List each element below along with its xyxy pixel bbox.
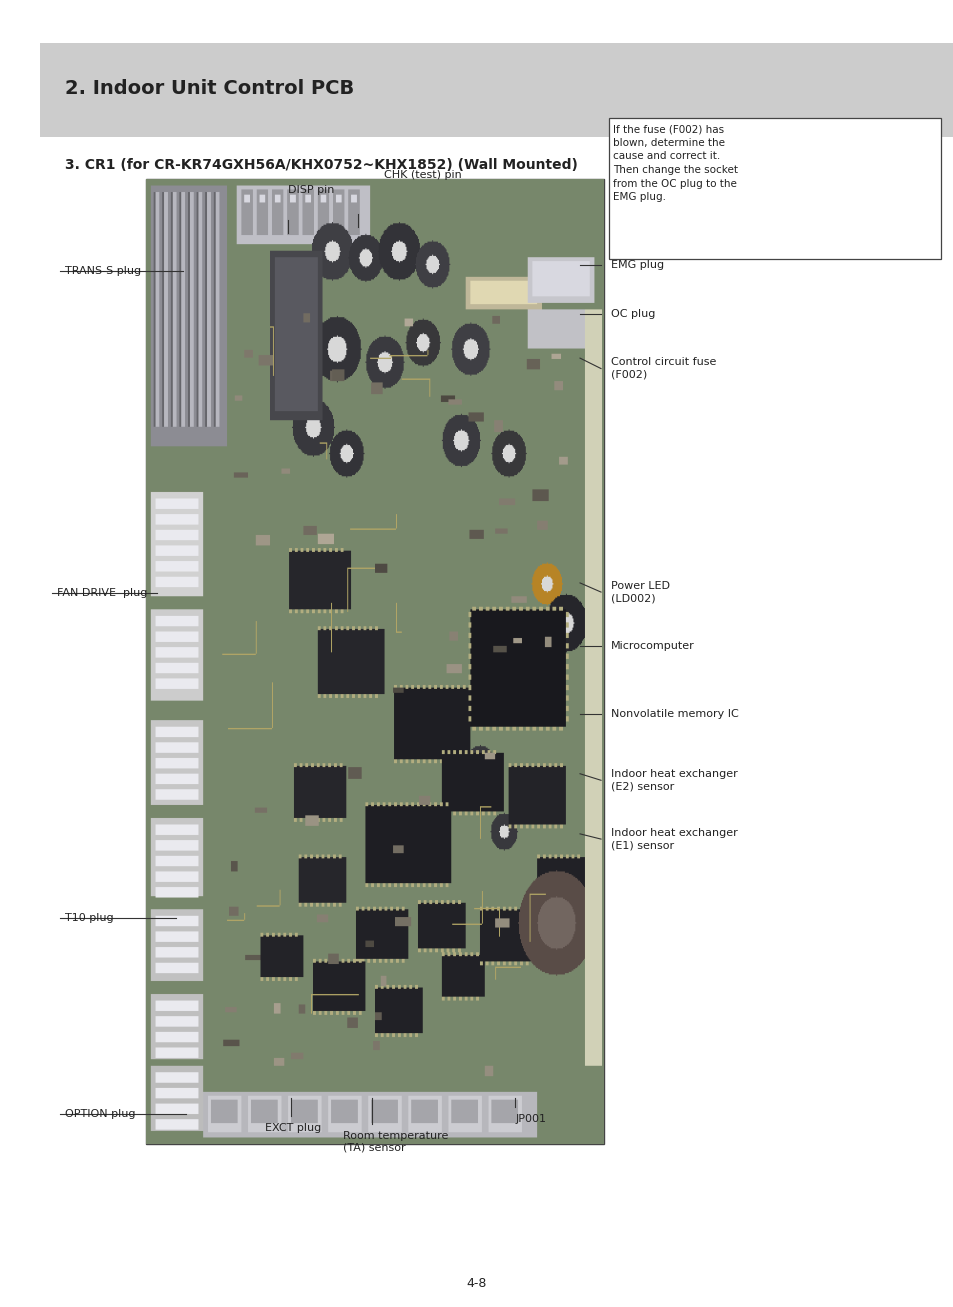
Text: EXCT plug: EXCT plug	[265, 1123, 321, 1133]
Text: 4-8: 4-8	[466, 1277, 487, 1290]
Text: OPTION plug: OPTION plug	[65, 1108, 135, 1119]
Text: DISP pin: DISP pin	[288, 184, 335, 195]
Text: Power LED
(LD002): Power LED (LD002)	[610, 580, 669, 604]
Text: Control circuit fuse
(F002): Control circuit fuse (F002)	[610, 357, 715, 380]
Text: JP001: JP001	[515, 1114, 545, 1124]
Text: Indoor heat exchanger
(E1) sensor: Indoor heat exchanger (E1) sensor	[610, 827, 737, 851]
Text: 3. CR1 (for CR-KR74GXH56A/KHX0752~KHX1852) (Wall Mounted): 3. CR1 (for CR-KR74GXH56A/KHX0752~KHX185…	[65, 158, 578, 171]
Text: If the fuse (F002) has
blown, determine the
cause and correct it.
Then change th: If the fuse (F002) has blown, determine …	[613, 124, 738, 203]
Bar	[608, 118, 940, 259]
Text: TRANS-S plug: TRANS-S plug	[65, 265, 141, 276]
Text: 2. Indoor Unit Control PCB: 2. Indoor Unit Control PCB	[65, 80, 354, 98]
Text: OC plug: OC plug	[610, 308, 655, 319]
Text: Room temperature
(TA) sensor: Room temperature (TA) sensor	[343, 1131, 448, 1153]
Text: T10 plug: T10 plug	[65, 912, 113, 923]
Text: EMG plug: EMG plug	[610, 260, 663, 271]
Bar	[146, 179, 603, 1144]
Text: Indoor heat exchanger
(E2) sensor: Indoor heat exchanger (E2) sensor	[610, 769, 737, 792]
Text: Microcomputer: Microcomputer	[610, 640, 694, 651]
Bar	[40, 43, 953, 137]
Text: FAN DRIVE  plug: FAN DRIVE plug	[57, 588, 148, 599]
Text: CHK (test) pin: CHK (test) pin	[383, 170, 460, 180]
Text: Nonvolatile memory IC: Nonvolatile memory IC	[610, 708, 738, 719]
